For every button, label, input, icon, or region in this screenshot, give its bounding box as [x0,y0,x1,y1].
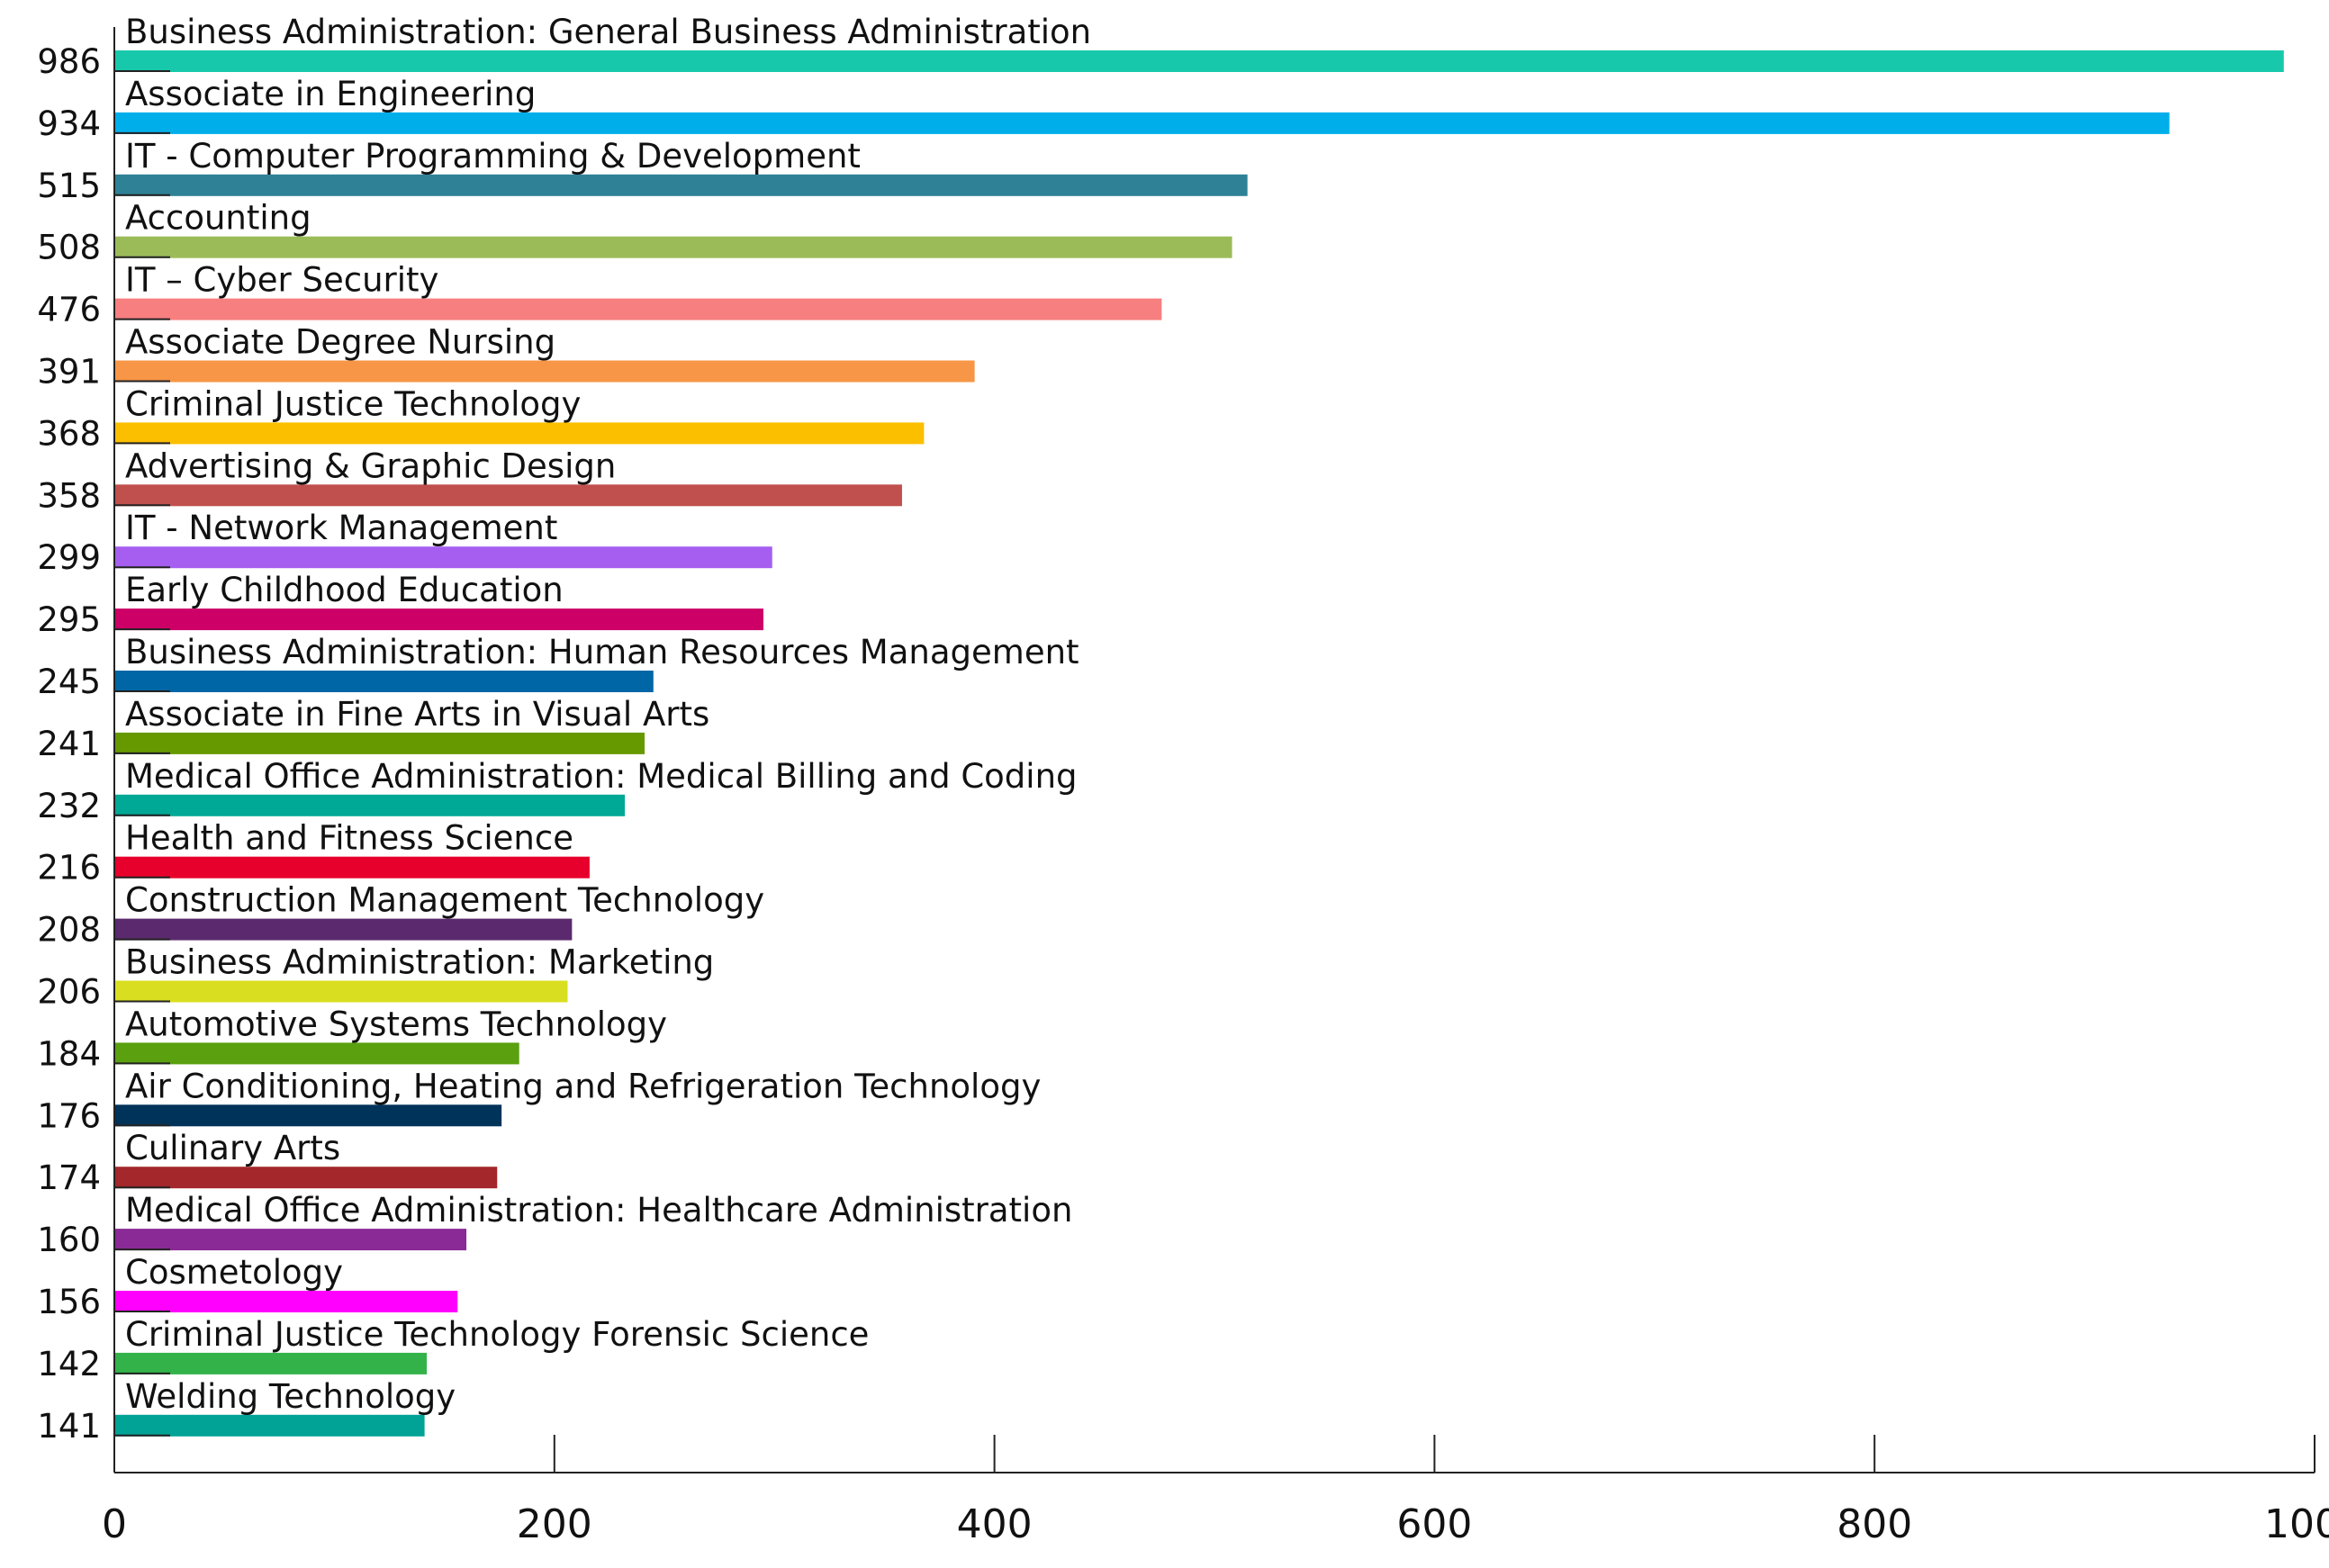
bar-3 [114,236,1232,258]
bar-4 [114,298,1162,320]
value-label-1: 934 [37,104,101,143]
value-label-7: 358 [37,476,101,515]
value-label-16: 184 [37,1034,101,1073]
bar-5 [114,360,975,383]
bar-9 [114,608,763,631]
bar-21 [114,1352,428,1374]
x-tick-label-5: 1000 [2264,1501,2329,1547]
category-label-12: Medical Office Administration: Medical B… [125,757,1078,796]
bar-1 [114,112,2170,134]
category-label-9: Early Childhood Education [125,571,564,609]
category-label-20: Cosmetology [125,1253,343,1292]
category-label-0: Business Administration: General Busines… [125,13,1091,51]
x-tick-label-1: 200 [517,1501,592,1547]
value-label-6: 368 [37,414,101,453]
bar-6 [114,422,925,445]
category-label-4: IT – Cyber Security [125,261,438,300]
x-tick-label-2: 400 [957,1501,1033,1547]
bar-20 [114,1291,458,1312]
value-label-2: 515 [37,167,101,205]
category-label-14: Construction Management Technology [125,881,764,920]
category-label-10: Business Administration: Human Resources… [125,633,1079,671]
value-label-8: 299 [37,538,101,577]
value-label-4: 476 [37,291,101,329]
category-label-11: Associate in Fine Arts in Visual Arts [125,695,709,734]
bar-2 [114,174,1248,196]
bar-10 [114,671,654,692]
bar-15 [114,980,568,1003]
bar-8 [114,546,772,569]
category-label-19: Medical Office Administration: Healthcar… [125,1191,1072,1230]
value-label-19: 160 [37,1221,101,1259]
category-label-8: IT - Network Management [125,509,557,547]
category-label-21: Criminal Justice Technology Forensic Sci… [125,1315,869,1354]
value-label-21: 142 [37,1345,101,1383]
category-label-15: Business Administration: Marketing [125,943,714,982]
category-label-3: Accounting [125,199,311,238]
category-label-1: Associate in Engineering [125,75,536,113]
bar-13 [114,856,590,879]
x-tick-label-3: 600 [1396,1501,1472,1547]
category-label-17: Air Conditioning, Heating and Refrigerat… [125,1067,1041,1105]
value-label-15: 206 [37,973,101,1012]
value-label-18: 174 [37,1158,101,1197]
x-tick-label-0: 0 [102,1501,127,1547]
bar-17 [114,1104,502,1127]
bar-19 [114,1229,467,1251]
value-label-10: 245 [37,662,101,701]
bar-11 [114,732,645,754]
value-label-13: 216 [37,849,101,888]
bar-0 [114,50,2284,72]
category-label-6: Criminal Justice Technology [125,384,581,423]
category-label-5: Associate Degree Nursing [125,323,555,362]
value-label-0: 986 [37,42,101,81]
value-label-22: 141 [37,1407,101,1446]
category-label-16: Automotive Systems Technology [125,1005,667,1043]
category-label-7: Advertising & Graphic Design [125,446,616,485]
value-label-11: 241 [37,725,101,763]
category-label-22: Welding Technology [125,1377,456,1416]
bar-16 [114,1042,519,1065]
category-label-13: Health and Fitness Science [125,819,573,858]
category-label-2: IT - Computer Programming & Development [125,137,861,176]
value-label-9: 295 [37,600,101,639]
x-tick-label-4: 800 [1837,1501,1912,1547]
value-label-20: 156 [37,1283,101,1321]
value-label-14: 208 [37,911,101,950]
bar-18 [114,1167,498,1189]
bar-7 [114,484,902,507]
bar-14 [114,918,573,941]
value-label-12: 232 [37,787,101,825]
value-label-5: 391 [37,353,101,392]
bar-12 [114,794,626,816]
category-label-18: Culinary Arts [125,1129,340,1167]
value-label-17: 176 [37,1096,101,1135]
bar-22 [114,1414,425,1437]
value-label-3: 508 [37,229,101,267]
